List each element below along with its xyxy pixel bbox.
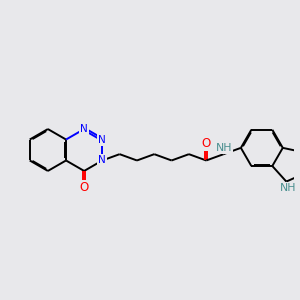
Text: N: N (80, 124, 88, 134)
Text: O: O (202, 137, 211, 150)
Text: N: N (98, 134, 106, 145)
Text: NH: NH (216, 143, 232, 153)
Text: N: N (98, 155, 106, 166)
Text: O: O (80, 181, 89, 194)
Text: NH: NH (280, 183, 296, 193)
